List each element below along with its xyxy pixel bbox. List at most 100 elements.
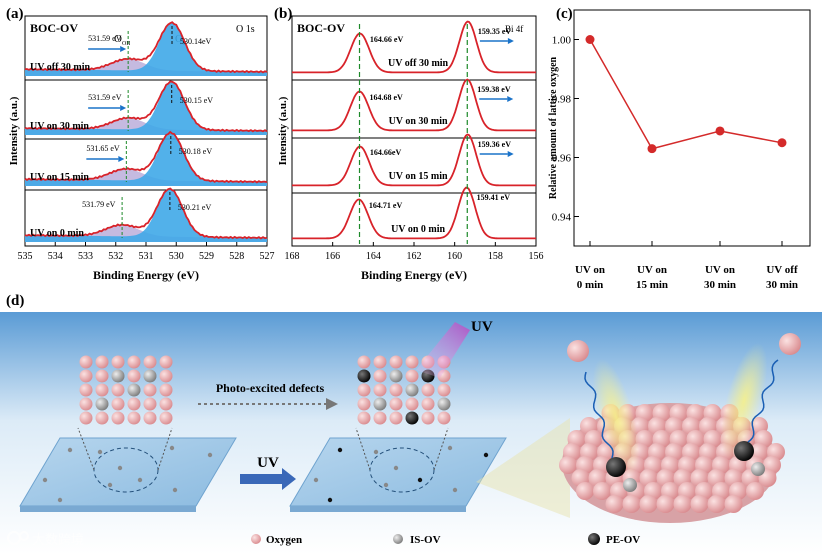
series-label: UV on 0 min — [391, 224, 445, 235]
panel-c-label: (c) — [556, 6, 573, 22]
shift-arrow-head — [507, 151, 514, 157]
legend-oxygen-icon — [251, 534, 261, 544]
panel-a-x-ticks: 535 534 533 532 531 530 529 528 527 — [18, 242, 275, 262]
uv-arrow — [240, 468, 296, 490]
panel-a-ylabel: Intensity (a.u.) — [8, 96, 20, 165]
data-point — [647, 144, 657, 154]
bi52-peak-label: 164.66 eV — [370, 35, 404, 44]
pe-ov-dot — [417, 477, 423, 483]
x-tick-label: 30 min — [766, 279, 798, 291]
panel-b-sample: BOC-OV — [297, 21, 345, 35]
panel-d: (d) UV Photo-excited defects UV Oxygen — [0, 293, 822, 554]
is-ov-atom — [127, 383, 141, 397]
panel-b-ylabel: Intensity (a.u.) — [277, 96, 289, 165]
oxygen-atom — [127, 369, 141, 383]
surface-oxygen — [639, 495, 658, 513]
panel-c-ylabel: Relative amount of lattice oxygen — [548, 56, 559, 199]
oxygen-atom — [79, 411, 93, 425]
is-ov-dot — [117, 465, 123, 471]
x-tick-label: 533 — [78, 251, 93, 262]
is-ov-dot — [57, 497, 63, 503]
bi72-peak-label: 159.41 eV — [477, 193, 511, 202]
ol-peak-label: 530.15 eV — [180, 96, 214, 105]
pe-ov-atom — [357, 369, 371, 383]
slab-right-edge — [290, 506, 466, 512]
data-point — [715, 126, 725, 136]
shift-arrow-head — [118, 156, 125, 162]
bi72-peak-label: 159.38 eV — [477, 85, 511, 94]
x-tick-label: 527 — [260, 251, 275, 262]
shift-arrow-head — [507, 38, 514, 44]
oxygen-atom — [437, 383, 451, 397]
panel-c-plot — [585, 35, 787, 154]
emission-wave-arrow — [747, 359, 779, 443]
bi52-peak-label: 164.71 eV — [369, 201, 403, 210]
surface-oxygen — [576, 482, 594, 500]
y-tick-label: 0.98 — [552, 94, 572, 106]
panel-a-sample: BOC-OV — [30, 21, 78, 35]
ov-peak-label: 531.65 eV — [86, 144, 120, 153]
ov-label: OOII — [114, 33, 130, 47]
panel-a-label: (a) — [6, 6, 24, 22]
x-tick-label: 531 — [139, 251, 154, 262]
o1s-envelope-line — [24, 187, 268, 240]
surface-oxygen — [673, 495, 692, 513]
pe-ov-site — [734, 441, 754, 461]
oxygen-atom — [357, 411, 371, 425]
ov-peak-label: 531.79 eV — [82, 200, 116, 209]
zoom-line — [77, 427, 95, 471]
is-ov-dot — [207, 452, 213, 458]
is-ov-dot — [137, 477, 143, 483]
is-ov-dot — [447, 445, 453, 451]
is-ov-dot — [97, 449, 103, 455]
oxygen-atom — [389, 355, 403, 369]
is-ov-atom — [373, 397, 387, 411]
series-label: UV off 30 min — [30, 62, 91, 73]
x-tick-label: 168 — [285, 251, 300, 262]
oxygen-atom — [159, 383, 173, 397]
oxygen-atom — [143, 383, 157, 397]
is-ov-atom — [143, 369, 157, 383]
ol-component-fill — [25, 133, 267, 186]
y-tick-label: 1.00 — [552, 35, 572, 47]
x-tick-label: 166 — [325, 251, 340, 262]
panel-b-region: Bi 4f — [505, 24, 523, 34]
is-ov-atom — [405, 383, 419, 397]
oxygen-atom — [405, 355, 419, 369]
legend-is-ov-icon — [393, 534, 403, 544]
bi52-peak-label: 164.66eV — [370, 148, 402, 157]
bi4f-line — [292, 78, 536, 132]
legend-is-ov: IS-OV — [410, 534, 441, 546]
series-line — [589, 39, 783, 150]
oxygen-atom — [373, 411, 387, 425]
panel-b-xlabel: Binding Energy (eV) — [361, 268, 467, 282]
process-arrow-head — [326, 398, 338, 410]
oxygen-atom — [111, 411, 125, 425]
process-label: Photo-excited defects — [216, 381, 325, 395]
oxygen-atom — [111, 355, 125, 369]
ol-component-fill — [25, 82, 267, 135]
is-ov-dot — [42, 477, 48, 483]
emission-glow — [720, 342, 768, 460]
oxygen-atom — [111, 397, 125, 411]
is-ov-dot — [172, 487, 178, 493]
ol-peak-label: 530.14eV — [180, 37, 212, 46]
panel-c: (c) Relative amount of lattice oxygen 1.… — [548, 6, 811, 291]
oxygen-atom — [127, 411, 141, 425]
panel-c-y-ticks: 1.00 0.98 0.96 0.94 — [552, 35, 579, 224]
is-ov-atom — [437, 397, 451, 411]
zoom-cone — [476, 418, 570, 518]
series-label: UV on 15 min — [30, 172, 89, 183]
is-ov-site — [751, 462, 765, 476]
shift-arrow-head — [120, 105, 127, 111]
pe-ov-dot — [483, 452, 489, 458]
data-point — [777, 138, 787, 148]
x-tick-label: 0 min — [577, 279, 604, 291]
oxygen-atom — [437, 411, 451, 425]
oxygen-atom — [95, 383, 109, 397]
watermark: 大数跨境 — [7, 531, 84, 548]
legend-oxygen: Oxygen — [266, 534, 302, 546]
shift-arrow-head — [507, 96, 514, 102]
x-tick-label: 529 — [199, 251, 214, 262]
